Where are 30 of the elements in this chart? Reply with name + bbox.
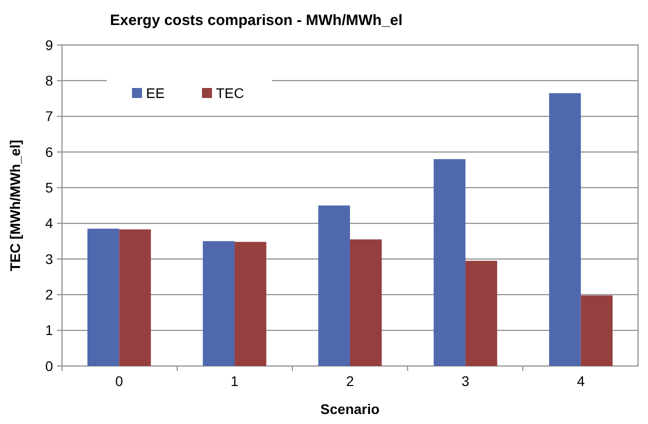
x-tick-label: 1 xyxy=(230,373,239,389)
x-axis-title: Scenario xyxy=(320,401,380,417)
y-axis-title: TEC [MWh/MWh_el] xyxy=(7,140,23,272)
y-tick-label: 3 xyxy=(45,250,54,267)
x-tick-label: 3 xyxy=(462,373,470,389)
bar xyxy=(234,242,266,366)
x-tick-label: 4 xyxy=(576,373,585,389)
bar xyxy=(87,228,120,366)
bar xyxy=(350,239,382,366)
y-tick-label: 4 xyxy=(45,215,54,232)
bar xyxy=(119,229,151,366)
y-tick-label: 0 xyxy=(45,358,54,374)
bar xyxy=(465,260,498,366)
y-tick-label: 1 xyxy=(45,322,54,338)
y-tick-label: 5 xyxy=(45,180,54,196)
legend-label: EE xyxy=(146,84,165,101)
y-tick-label: 7 xyxy=(45,108,54,124)
x-tick-label: 0 xyxy=(115,373,124,389)
y-tick-label: 2 xyxy=(45,286,54,303)
bar xyxy=(434,159,466,366)
y-tick-label: 8 xyxy=(45,72,54,89)
chart-title: Exergy costs comparison - MWh/MWh_el xyxy=(110,12,403,29)
bar xyxy=(318,206,350,366)
bar xyxy=(580,295,613,366)
bar xyxy=(202,241,235,366)
y-tick-label: 6 xyxy=(45,144,54,160)
bar xyxy=(549,93,581,366)
x-tick-label: 2 xyxy=(346,373,354,389)
y-tick-label: 9 xyxy=(45,36,54,53)
legend-label: TEC xyxy=(216,84,244,101)
